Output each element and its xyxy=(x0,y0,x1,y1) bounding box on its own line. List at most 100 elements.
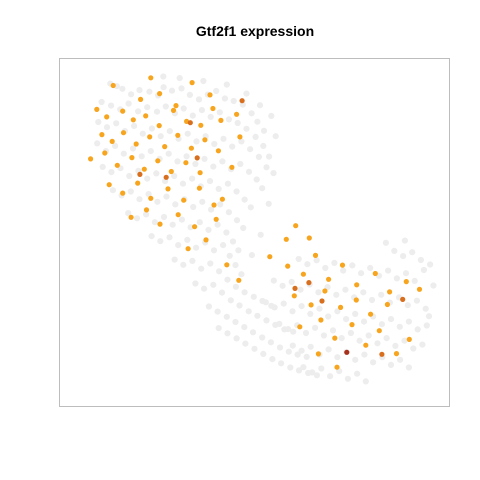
background-point xyxy=(178,85,185,92)
background-point xyxy=(298,347,305,354)
background-point xyxy=(295,255,302,263)
background-point xyxy=(206,178,214,185)
low-point xyxy=(293,223,299,229)
background-point xyxy=(131,122,138,129)
background-point xyxy=(210,281,217,288)
background-point xyxy=(396,323,403,330)
background-point xyxy=(356,337,363,344)
background-point xyxy=(405,364,412,371)
background-point xyxy=(365,332,372,339)
low-point xyxy=(236,277,242,283)
background-point xyxy=(303,353,310,360)
low-point xyxy=(165,186,171,192)
background-point xyxy=(392,342,399,349)
background-point xyxy=(210,163,217,170)
low-point xyxy=(143,207,150,213)
background-point xyxy=(329,327,337,334)
low-point xyxy=(291,293,297,299)
chart-title: Gtf2f1 expression xyxy=(196,23,314,39)
low-point xyxy=(110,82,116,89)
points-layer xyxy=(88,73,437,385)
background-point xyxy=(267,339,274,346)
background-point xyxy=(334,354,341,361)
background-point xyxy=(313,257,320,264)
background-point xyxy=(232,283,239,290)
background-point xyxy=(184,236,191,243)
background-point xyxy=(361,351,368,358)
background-point xyxy=(119,85,126,92)
background-point xyxy=(138,153,145,160)
background-point xyxy=(205,226,212,233)
background-point xyxy=(263,164,270,171)
low-point xyxy=(196,185,202,191)
background-point xyxy=(233,188,240,195)
background-point xyxy=(241,196,248,203)
background-point xyxy=(98,98,105,106)
low-point xyxy=(102,150,108,156)
background-point xyxy=(216,109,223,116)
background-point xyxy=(163,193,170,200)
background-point xyxy=(236,302,243,309)
background-point xyxy=(201,155,208,162)
background-point xyxy=(234,119,241,127)
background-point xyxy=(224,180,231,187)
background-point xyxy=(217,201,224,208)
background-point xyxy=(302,329,310,337)
background-point xyxy=(208,206,215,213)
background-point xyxy=(187,224,194,231)
background-point xyxy=(262,299,269,306)
background-point xyxy=(354,370,361,377)
background-point xyxy=(219,158,226,165)
background-point xyxy=(95,118,102,126)
background-point xyxy=(139,130,146,137)
background-point xyxy=(383,335,390,342)
low-point xyxy=(224,262,230,268)
background-point xyxy=(184,130,191,137)
background-point xyxy=(224,276,231,283)
low-point xyxy=(173,103,179,109)
background-point xyxy=(417,256,424,264)
background-point xyxy=(225,116,232,123)
background-point xyxy=(223,313,230,320)
background-point xyxy=(175,242,182,249)
background-point xyxy=(419,341,426,348)
background-point xyxy=(180,105,187,112)
background-point xyxy=(162,103,169,110)
low-point xyxy=(192,224,198,230)
background-point xyxy=(318,365,325,372)
background-point xyxy=(391,247,398,254)
low-point xyxy=(229,164,235,170)
background-point xyxy=(260,350,267,357)
background-point xyxy=(259,185,266,192)
low-point xyxy=(363,342,369,348)
low-point xyxy=(349,322,355,328)
background-point xyxy=(325,346,332,353)
background-point xyxy=(266,153,273,160)
background-point xyxy=(151,219,158,226)
low-point xyxy=(198,122,204,128)
low-point xyxy=(215,148,221,154)
low-point xyxy=(129,155,135,161)
low-point xyxy=(94,106,100,112)
low-point xyxy=(120,108,126,114)
background-point xyxy=(199,198,206,205)
low-point xyxy=(308,302,314,308)
low-point xyxy=(334,364,340,370)
background-point xyxy=(270,170,277,177)
background-point xyxy=(214,221,221,228)
background-point xyxy=(211,140,218,148)
low-point xyxy=(338,304,344,310)
low-point xyxy=(234,111,240,117)
background-point xyxy=(221,95,228,102)
background-point xyxy=(135,108,142,115)
low-point xyxy=(168,168,174,175)
background-point xyxy=(207,113,214,120)
low-point xyxy=(213,216,219,222)
background-point xyxy=(160,73,167,80)
low-point xyxy=(130,117,136,123)
background-point xyxy=(226,252,233,259)
background-point xyxy=(201,285,208,292)
background-point xyxy=(269,356,276,363)
low-point xyxy=(353,297,359,303)
background-point xyxy=(368,296,376,304)
